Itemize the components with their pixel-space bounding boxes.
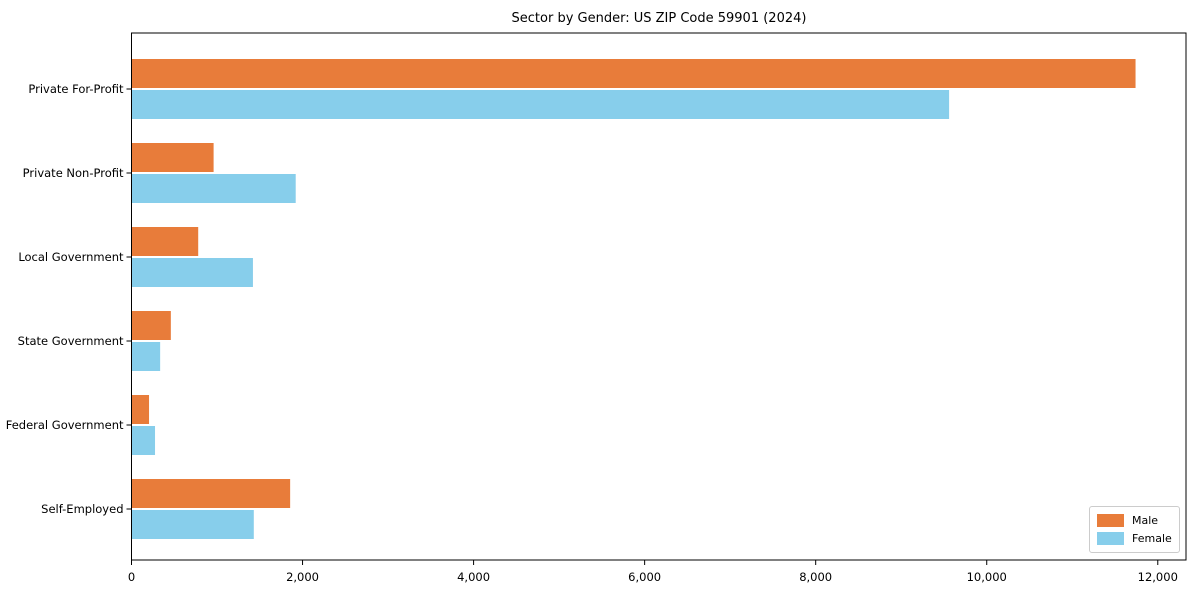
bar-male-1 [131, 143, 214, 172]
y-tick-label: State Government [18, 334, 124, 348]
legend-label-female: Female [1132, 531, 1172, 545]
legend: Male Female [1089, 506, 1180, 553]
x-tick-label: 2,000 [286, 570, 319, 584]
y-tick-label: Private For-Profit [28, 82, 124, 96]
legend-swatch-male [1097, 514, 1124, 528]
bar-female-4 [131, 426, 156, 455]
bar-male-2 [131, 227, 199, 256]
bar-female-5 [131, 510, 254, 539]
x-tick-label: 8,000 [799, 570, 832, 584]
bar-male-3 [131, 311, 171, 340]
bar-female-3 [131, 342, 161, 371]
legend-entry-female: Female [1097, 531, 1172, 545]
legend-entry-male: Male [1097, 514, 1172, 528]
x-tick-label: 10,000 [967, 570, 1007, 584]
x-tick-label: 12,000 [1138, 570, 1178, 584]
plot-frame [131, 32, 1187, 561]
y-tick-label: Federal Government [6, 418, 124, 432]
legend-swatch-female [1097, 531, 1124, 545]
chart-title: Sector by Gender: US ZIP Code 59901 (202… [511, 11, 807, 26]
x-tick-label: 4,000 [457, 570, 490, 584]
bar-female-1 [131, 174, 296, 203]
bar-female-2 [131, 258, 253, 287]
y-tick-label: Self-Employed [41, 502, 123, 516]
legend-label-male: Male [1132, 514, 1159, 528]
bar-male-0 [131, 59, 1136, 88]
bar-female-0 [131, 90, 950, 119]
y-tick-label: Local Government [18, 250, 124, 264]
x-tick-label: 0 [128, 570, 135, 584]
bar-male-4 [131, 395, 150, 424]
bar-male-5 [131, 479, 291, 508]
x-tick-label: 6,000 [628, 570, 661, 584]
y-tick-label: Private Non-Profit [23, 166, 124, 180]
